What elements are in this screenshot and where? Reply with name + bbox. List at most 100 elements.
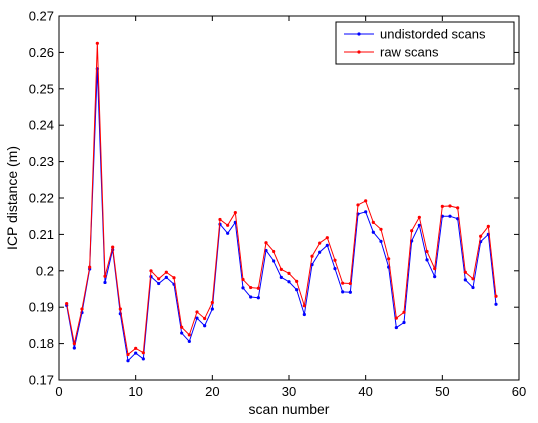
data-point: [149, 269, 153, 273]
data-point: [103, 274, 107, 278]
x-axis-ticks: 0 10 20 30 40 50 60: [55, 16, 526, 399]
data-point: [448, 204, 452, 208]
data-point: [249, 295, 253, 299]
data-point: [387, 257, 391, 261]
legend-swatch-marker: [357, 32, 361, 36]
data-point: [348, 290, 352, 294]
data-point: [479, 234, 483, 238]
data-point: [256, 286, 260, 290]
data-point: [325, 243, 329, 247]
x-tick-label: 0: [55, 384, 62, 399]
data-point: [471, 277, 475, 281]
data-point: [295, 288, 299, 292]
data-point: [141, 357, 145, 361]
legend-label: undistorded scans: [380, 27, 486, 42]
data-point: [348, 281, 352, 286]
data-point: [241, 277, 245, 282]
data-point: [333, 258, 337, 262]
data-point: [302, 312, 306, 317]
data-point: [287, 271, 291, 275]
data-point: [111, 245, 115, 249]
y-tick-label: 0.24: [29, 118, 54, 133]
data-point: [134, 351, 138, 355]
plot-frame: [58, 15, 520, 381]
data-point: [164, 275, 168, 279]
data-point: [226, 223, 230, 227]
data-point: [371, 230, 375, 234]
legend-swatch-marker: [357, 50, 361, 54]
data-point: [187, 333, 191, 337]
data-point: [218, 217, 222, 222]
data-point: [417, 223, 421, 227]
data-point: [180, 331, 184, 335]
data-point: [279, 275, 283, 279]
legend: undistorded scans raw scans: [335, 21, 515, 65]
data-point: [463, 278, 467, 282]
data-point: [402, 320, 406, 325]
data-point: [494, 294, 498, 298]
data-point: [433, 275, 437, 279]
data-point: [103, 280, 107, 285]
data-point: [410, 229, 414, 233]
data-point: [279, 267, 283, 271]
y-tick-label: 0.17: [29, 373, 54, 388]
x-tick-label: 60: [512, 384, 526, 399]
data-point: [203, 316, 207, 321]
series-line: [66, 68, 497, 362]
series-raw-scans: [65, 41, 498, 357]
data-point: [333, 267, 337, 271]
data-point: [164, 270, 168, 274]
y-tick-label: 0.2: [36, 263, 54, 278]
data-point: [233, 210, 237, 215]
data-point: [272, 249, 276, 254]
data-point: [494, 302, 498, 306]
data-point: [187, 339, 191, 344]
data-point: [371, 220, 375, 224]
data-point: [72, 342, 76, 346]
data-point: [364, 199, 368, 203]
data-point: [295, 279, 299, 283]
data-point: [425, 258, 429, 262]
y-axis-ticks: 0.17 0.18 0.19 0.2 0.21 0.22 0.23 0.24 0.25 0.26 0…: [29, 9, 519, 388]
data-point: [141, 351, 145, 355]
y-tick-label: 0.23: [29, 154, 54, 169]
data-point: [356, 203, 360, 207]
data-point: [433, 267, 437, 271]
legend-box: [335, 21, 515, 65]
data-point: [210, 300, 214, 305]
data-point: [157, 281, 161, 286]
data-point: [195, 310, 199, 314]
data-point: [394, 316, 398, 320]
y-tick-label: 0.22: [29, 191, 54, 206]
data-point: [226, 231, 230, 235]
data-point: [95, 41, 99, 45]
data-point: [264, 241, 268, 245]
data-point: [302, 304, 306, 308]
data-point: [72, 346, 76, 350]
y-tick-label: 0.25: [29, 81, 54, 96]
data-point: [310, 254, 314, 258]
data-point: [318, 241, 322, 245]
data-point: [172, 276, 176, 280]
data-point: [210, 307, 214, 311]
data-point: [440, 204, 444, 208]
data-point: [394, 325, 398, 330]
data-point: [195, 316, 199, 320]
data-point: [134, 346, 138, 350]
y-tick-label: 0.26: [29, 45, 54, 60]
data-point: [402, 310, 406, 314]
data-point: [379, 239, 383, 243]
data-point: [203, 324, 207, 328]
data-point: [180, 325, 184, 329]
data-point: [118, 307, 122, 311]
data-point: [471, 285, 475, 290]
plot-series: [65, 41, 498, 363]
data-point: [65, 301, 69, 306]
data-point: [463, 270, 467, 274]
y-tick-label: 0.27: [29, 9, 54, 24]
data-point: [417, 215, 421, 219]
data-point: [325, 236, 329, 240]
data-point: [364, 210, 368, 214]
y-tick-label: 0.21: [29, 227, 54, 242]
data-point: [448, 214, 452, 218]
